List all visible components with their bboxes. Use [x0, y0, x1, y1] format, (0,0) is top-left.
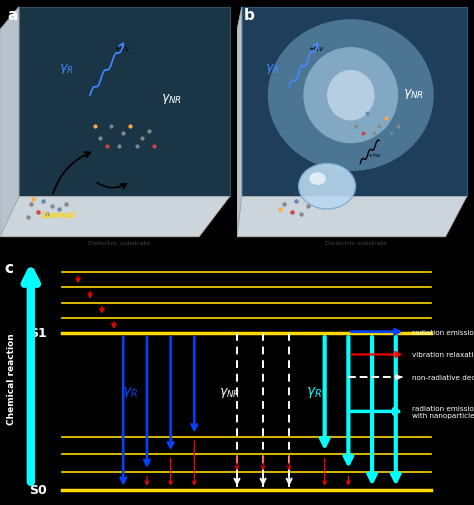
Text: $\gamma_{NR}$: $\gamma_{NR}$ [161, 92, 182, 106]
Text: a: a [7, 8, 18, 23]
Text: $\gamma_R$: $\gamma_R$ [122, 384, 138, 399]
Text: +h$\nu$: +h$\nu$ [308, 43, 324, 53]
Text: S0: S0 [29, 483, 47, 496]
Ellipse shape [299, 164, 356, 210]
FancyBboxPatch shape [242, 8, 467, 197]
Ellipse shape [309, 173, 326, 185]
Text: $\gamma_R$: $\gamma_R$ [59, 62, 74, 76]
Text: Dielectric substrate: Dielectric substrate [88, 241, 149, 246]
Text: +h$\nu$: +h$\nu$ [367, 150, 382, 159]
Text: $\gamma_{NR}$: $\gamma_{NR}$ [403, 87, 424, 101]
Polygon shape [237, 8, 242, 237]
Ellipse shape [268, 20, 434, 172]
Text: vibration relaxation: vibration relaxation [412, 352, 474, 358]
Text: Dielectric substrate: Dielectric substrate [325, 241, 386, 246]
Text: b: b [244, 8, 255, 23]
Text: $\gamma_R$: $\gamma_R$ [265, 62, 280, 76]
Text: radiation emission
with nanoparticle: radiation emission with nanoparticle [412, 405, 474, 418]
Text: $\gamma_{R'}$: $\gamma_{R'}$ [306, 384, 325, 399]
Text: Luminol: Luminol [42, 210, 76, 219]
Text: S1: S1 [29, 327, 47, 340]
Text: $\gamma_{NR}$: $\gamma_{NR}$ [219, 385, 240, 399]
Ellipse shape [327, 71, 374, 121]
Text: radiation emission: radiation emission [412, 329, 474, 335]
Text: non-radiative decay: non-radiative decay [412, 375, 474, 380]
Text: Chemical reaction: Chemical reaction [8, 333, 16, 425]
Polygon shape [0, 8, 19, 237]
Ellipse shape [303, 48, 398, 144]
Text: +h$\nu$: +h$\nu$ [114, 43, 130, 53]
Polygon shape [0, 197, 230, 237]
FancyBboxPatch shape [19, 8, 230, 197]
Text: c: c [5, 260, 14, 275]
Polygon shape [237, 197, 467, 237]
